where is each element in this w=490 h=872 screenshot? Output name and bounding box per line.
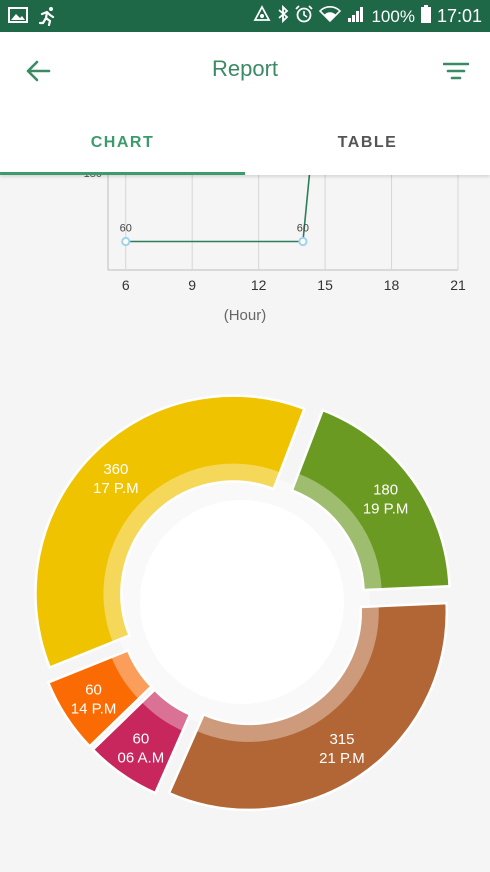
slice-time-label: 19 P.M bbox=[363, 501, 409, 518]
x-tick-label: 15 bbox=[317, 277, 333, 293]
slice-time-label: 06 A.M bbox=[118, 749, 165, 766]
signal-icon bbox=[347, 5, 365, 28]
donut-slice[interactable] bbox=[91, 687, 192, 795]
slice-value-label: 360 bbox=[103, 461, 128, 478]
x-tick-label: 21 bbox=[450, 277, 466, 293]
line-chart: 6 9 12 15 18 21 180 60 60 bbox=[84, 175, 466, 293]
donut-slice-rim bbox=[196, 606, 379, 742]
chart-content[interactable]: 6 9 12 15 18 21 180 60 60 (Hour) 180 19 P.M 315 21 … bbox=[0, 175, 490, 872]
slice-time-label: 14 P.M bbox=[71, 700, 117, 717]
battery-icon bbox=[420, 5, 431, 28]
slice-time-label: 17 P.M bbox=[93, 480, 139, 497]
app-bar: Report bbox=[0, 32, 490, 110]
donut-slice[interactable] bbox=[46, 648, 154, 749]
x-tick-label: 18 bbox=[384, 277, 400, 293]
back-button[interactable] bbox=[20, 56, 56, 86]
donut-hole bbox=[140, 500, 344, 704]
tab-bar: CHART TABLE bbox=[0, 110, 490, 175]
slice-value-label: 315 bbox=[329, 731, 354, 748]
tab-table[interactable]: TABLE bbox=[337, 133, 398, 151]
data-label: 60 bbox=[120, 223, 132, 235]
wifi-icon bbox=[319, 5, 342, 28]
slice-time-label: 21 P.M bbox=[319, 750, 365, 767]
donut-slice-rim bbox=[103, 463, 281, 643]
donut-chart: 180 19 P.M 315 21 P.M 60 06 A.M 60 14 P.M 360 17 … bbox=[34, 394, 451, 812]
status-bar: 100% 17:01 bbox=[0, 0, 490, 32]
data-label: 60 bbox=[297, 223, 309, 235]
x-tick-label: 12 bbox=[251, 277, 267, 293]
recycle-icon bbox=[253, 5, 271, 28]
y-tick-label: 180 bbox=[84, 175, 102, 180]
slice-value-label: 60 bbox=[85, 681, 102, 698]
x-axis-title: (Hour) bbox=[223, 307, 267, 324]
battery-percent: 100% bbox=[371, 6, 415, 26]
bluetooth-icon bbox=[277, 4, 289, 28]
clock: 17:01 bbox=[436, 6, 482, 26]
donut-slice-rim bbox=[141, 689, 191, 731]
slice-value-label: 60 bbox=[133, 730, 150, 747]
filter-icon bbox=[443, 62, 469, 80]
x-tick-label: 6 bbox=[122, 277, 130, 293]
donut-slice[interactable] bbox=[290, 408, 451, 592]
filter-button[interactable] bbox=[438, 56, 474, 86]
data-point bbox=[121, 236, 131, 247]
x-tick-label: 9 bbox=[188, 277, 196, 293]
donut-slice[interactable] bbox=[167, 601, 449, 812]
donut-slice[interactable] bbox=[34, 394, 307, 670]
running-icon bbox=[38, 6, 58, 31]
page-title: Report bbox=[211, 56, 279, 81]
tab-chart[interactable]: CHART bbox=[90, 133, 155, 151]
data-point bbox=[298, 236, 308, 247]
arrow-back-icon bbox=[26, 60, 51, 82]
tab-indicator bbox=[0, 172, 245, 175]
donut-slice-rim bbox=[291, 473, 382, 591]
alarm-icon bbox=[295, 5, 314, 28]
slice-value-label: 180 bbox=[373, 482, 398, 499]
donut-slice-rim bbox=[111, 649, 153, 699]
image-icon bbox=[8, 6, 28, 31]
